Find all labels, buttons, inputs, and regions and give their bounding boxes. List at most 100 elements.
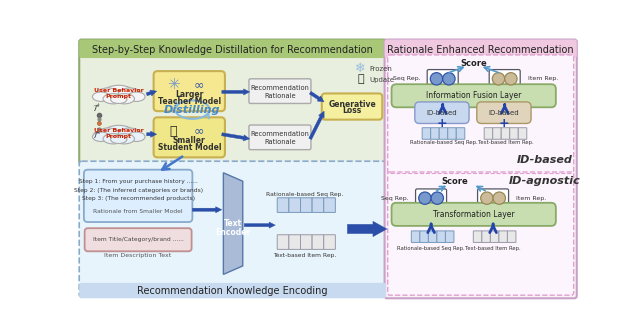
- FancyBboxPatch shape: [322, 93, 382, 120]
- FancyBboxPatch shape: [312, 235, 324, 249]
- Text: Item Title/Category/brand ......: Item Title/Category/brand ......: [93, 237, 184, 242]
- FancyBboxPatch shape: [392, 203, 556, 226]
- Text: Rationale: Rationale: [264, 93, 296, 99]
- Ellipse shape: [505, 73, 517, 85]
- Text: ❄: ❄: [355, 61, 366, 75]
- Ellipse shape: [103, 94, 124, 104]
- Text: User Behavior: User Behavior: [94, 88, 143, 93]
- Text: Distilling: Distilling: [164, 104, 221, 115]
- FancyBboxPatch shape: [249, 125, 311, 150]
- Polygon shape: [146, 90, 157, 96]
- Text: +: +: [499, 117, 509, 130]
- Ellipse shape: [97, 128, 119, 140]
- Ellipse shape: [104, 125, 134, 140]
- Ellipse shape: [128, 132, 145, 141]
- FancyBboxPatch shape: [428, 231, 437, 243]
- Text: Teacher Model: Teacher Model: [157, 97, 221, 106]
- Text: Smaller: Smaller: [173, 136, 205, 145]
- Polygon shape: [308, 111, 324, 139]
- FancyBboxPatch shape: [79, 40, 386, 164]
- FancyBboxPatch shape: [431, 128, 439, 139]
- FancyBboxPatch shape: [324, 198, 335, 212]
- FancyBboxPatch shape: [84, 170, 193, 222]
- Text: Recommendation: Recommendation: [250, 85, 309, 91]
- Polygon shape: [222, 89, 250, 95]
- FancyBboxPatch shape: [154, 117, 225, 157]
- Text: Step 2: (The inferred categories or brands): Step 2: (The inferred categories or bran…: [74, 188, 203, 193]
- FancyBboxPatch shape: [79, 161, 386, 297]
- FancyBboxPatch shape: [428, 70, 458, 88]
- FancyBboxPatch shape: [489, 70, 520, 88]
- FancyBboxPatch shape: [324, 235, 335, 249]
- Ellipse shape: [111, 95, 127, 103]
- Ellipse shape: [118, 88, 141, 100]
- Ellipse shape: [92, 132, 110, 141]
- Ellipse shape: [97, 122, 101, 125]
- Text: Step 3: (The recommended products): Step 3: (The recommended products): [81, 197, 195, 202]
- FancyBboxPatch shape: [490, 231, 499, 243]
- Text: Rationale-based Seq Rep.: Rationale-based Seq Rep.: [397, 246, 465, 251]
- Text: Prompt: Prompt: [106, 94, 132, 99]
- Text: Rationale-based Seq Rep.: Rationale-based Seq Rep.: [410, 140, 477, 145]
- Text: Text-based Item Rep.: Text-based Item Rep.: [465, 246, 521, 251]
- Text: Prompt: Prompt: [106, 134, 132, 139]
- FancyBboxPatch shape: [474, 231, 482, 243]
- Text: Item Rep.: Item Rep.: [528, 76, 558, 81]
- Ellipse shape: [481, 192, 493, 204]
- Polygon shape: [244, 222, 275, 228]
- Text: ID-based: ID-based: [488, 110, 519, 116]
- Text: Rationale: Rationale: [264, 139, 296, 145]
- Text: $\mathcal{T}^s$: $\mathcal{T}^s$: [92, 129, 102, 140]
- FancyBboxPatch shape: [392, 84, 556, 107]
- FancyBboxPatch shape: [289, 198, 301, 212]
- FancyBboxPatch shape: [445, 231, 454, 243]
- FancyBboxPatch shape: [277, 235, 289, 249]
- Text: ID-agnostic: ID-agnostic: [509, 176, 581, 186]
- FancyBboxPatch shape: [420, 231, 428, 243]
- Text: Item Rep.: Item Rep.: [516, 196, 546, 201]
- FancyBboxPatch shape: [456, 128, 465, 139]
- Text: Text-based Item Rep.: Text-based Item Rep.: [477, 140, 533, 145]
- FancyBboxPatch shape: [412, 231, 420, 243]
- FancyBboxPatch shape: [249, 79, 311, 103]
- Text: 🔥: 🔥: [357, 74, 364, 84]
- Text: Larger: Larger: [175, 90, 204, 99]
- FancyBboxPatch shape: [509, 128, 518, 139]
- Ellipse shape: [114, 94, 134, 104]
- Text: Rationale from Smaller Model: Rationale from Smaller Model: [93, 209, 183, 214]
- Text: 🔥: 🔥: [169, 125, 177, 138]
- Text: ID-based: ID-based: [517, 155, 573, 165]
- FancyBboxPatch shape: [79, 40, 386, 58]
- FancyBboxPatch shape: [493, 128, 501, 139]
- Text: User Behavior: User Behavior: [94, 128, 143, 133]
- Text: Recommendation Knowledge Encoding: Recommendation Knowledge Encoding: [138, 286, 328, 296]
- Ellipse shape: [431, 192, 444, 204]
- Text: Student Model: Student Model: [157, 143, 221, 152]
- FancyBboxPatch shape: [415, 102, 469, 124]
- Text: Loss: Loss: [342, 106, 362, 115]
- FancyBboxPatch shape: [388, 172, 573, 295]
- Text: $\mathcal{T}^t$: $\mathcal{T}^t$: [92, 102, 101, 114]
- FancyBboxPatch shape: [499, 231, 508, 243]
- Ellipse shape: [419, 192, 431, 204]
- FancyBboxPatch shape: [79, 283, 386, 298]
- Text: Recommendation: Recommendation: [250, 131, 309, 137]
- FancyBboxPatch shape: [484, 128, 493, 139]
- FancyBboxPatch shape: [482, 231, 490, 243]
- FancyBboxPatch shape: [448, 128, 456, 139]
- Text: Score: Score: [460, 59, 487, 68]
- FancyBboxPatch shape: [422, 128, 431, 139]
- Text: ∞: ∞: [193, 78, 204, 91]
- Text: Step 1: From your purchase history ......: Step 1: From your purchase history .....…: [79, 179, 198, 184]
- FancyBboxPatch shape: [508, 231, 516, 243]
- Text: Seq Rep.: Seq Rep.: [381, 196, 408, 201]
- Text: Encoder: Encoder: [215, 228, 250, 237]
- Polygon shape: [193, 207, 222, 213]
- Ellipse shape: [111, 135, 127, 143]
- Polygon shape: [223, 173, 243, 275]
- FancyBboxPatch shape: [385, 40, 577, 298]
- FancyBboxPatch shape: [518, 128, 527, 139]
- Text: ✳: ✳: [166, 78, 179, 92]
- FancyBboxPatch shape: [289, 235, 301, 249]
- Text: Seq Rep.: Seq Rep.: [394, 76, 421, 81]
